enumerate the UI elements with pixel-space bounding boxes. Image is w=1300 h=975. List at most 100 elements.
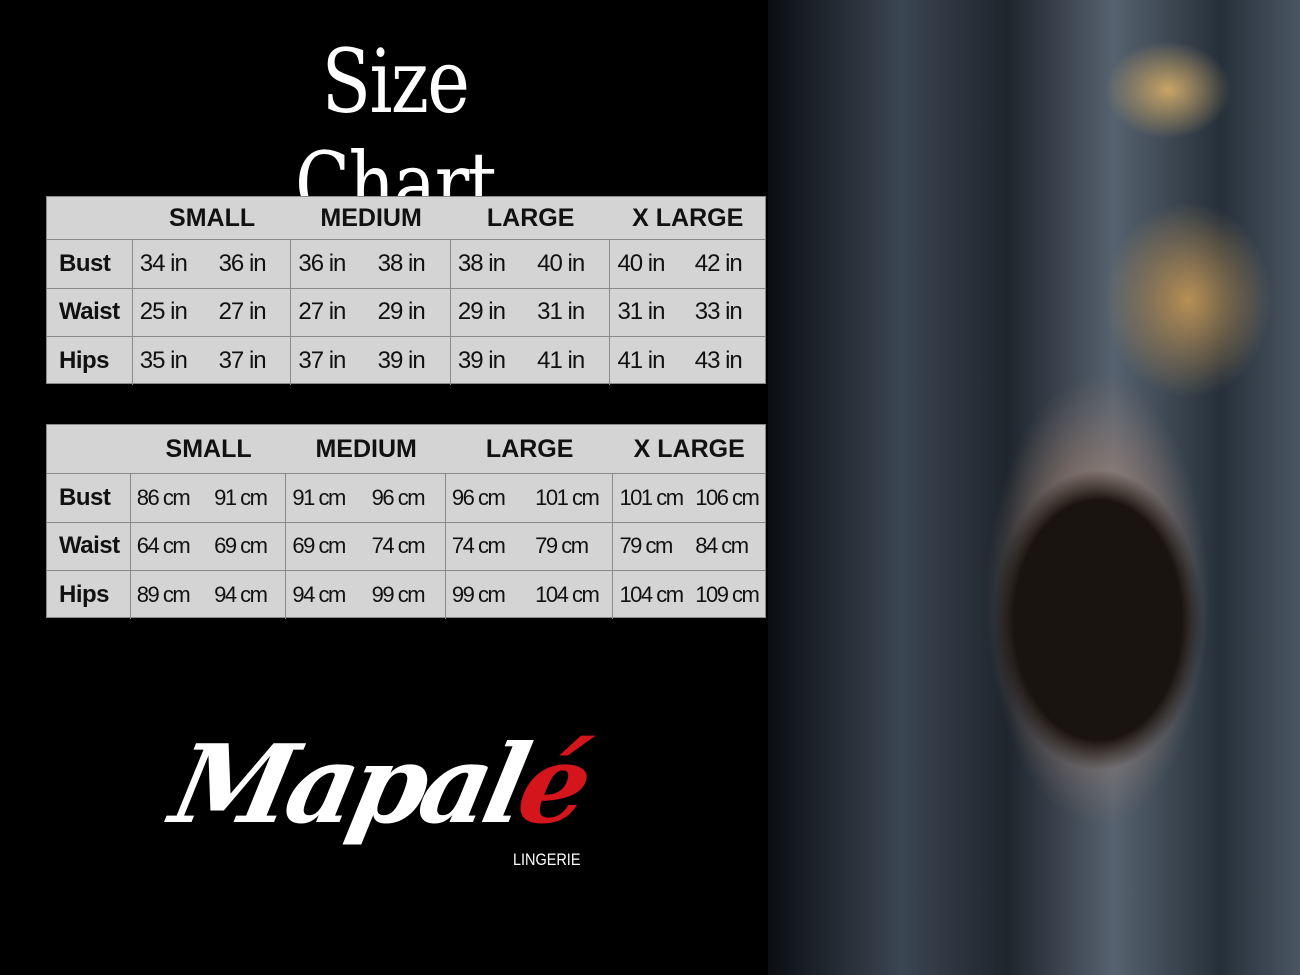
size-cell: 36 in 38 in — [291, 240, 451, 288]
size-cell: 29 in 31 in — [451, 288, 611, 337]
measurement-value: 96 cm — [451, 484, 506, 510]
measurement-value: 39 in — [457, 346, 506, 374]
measurement-value: 94 cm — [292, 581, 346, 607]
measurement-value: 96 cm — [371, 484, 426, 510]
size-cell: 27 in 29 in — [291, 288, 451, 337]
measurement-value: 29 in — [377, 298, 426, 326]
size-header: MEDIUM — [315, 434, 417, 463]
size-header: LARGE — [485, 434, 574, 463]
measurement-value: 27 in — [298, 298, 346, 326]
measurement-value: 38 in — [377, 249, 426, 277]
measurement-value: 31 in — [537, 298, 585, 326]
measurement-value: 39 in — [377, 346, 426, 374]
table-row: Hips 35 in 37 in 37 in 39 in 39 in 41 in 41 in 4… — [47, 336, 765, 385]
measurement-value: 101 cm — [619, 484, 684, 510]
row-label: Hips — [47, 337, 133, 385]
size-cell: 34 in 36 in — [133, 240, 292, 288]
measurement-value: 43 in — [694, 346, 743, 374]
measurement-value: 79 cm — [535, 533, 589, 559]
measurement-value: 104 cm — [619, 581, 684, 607]
measurement-value: 99 cm — [451, 581, 506, 607]
measurement-value: 25 in — [139, 298, 188, 326]
measurement-value: 91 cm — [292, 484, 346, 510]
row-label: Bust — [47, 240, 133, 288]
measurement-value: 84 cm — [695, 533, 749, 559]
size-cell: 69 cm 74 cm — [286, 522, 446, 571]
measurement-value: 37 in — [218, 346, 267, 374]
size-cell: 86 cm 91 cm — [131, 474, 287, 522]
measurement-value: 64 cm — [136, 533, 191, 559]
measurement-value: 42 in — [694, 249, 743, 277]
measurement-value: 94 cm — [214, 581, 268, 607]
measurement-value: 40 in — [617, 249, 665, 277]
model-photo — [768, 0, 1300, 975]
size-cell: 74 cm 79 cm — [446, 522, 614, 571]
measurement-value: 41 in — [537, 346, 585, 374]
measurement-value: 106 cm — [695, 484, 760, 510]
measurement-value: 33 in — [694, 298, 743, 326]
size-cell: 39 in 41 in — [451, 337, 611, 385]
measurement-value: 31 in — [617, 298, 665, 326]
size-header: SMALL — [169, 203, 256, 232]
measurement-value: 104 cm — [535, 581, 600, 607]
size-cell: 96 cm 101 cm — [446, 474, 614, 522]
measurement-value: 69 cm — [214, 533, 268, 559]
measurement-value: 101 cm — [535, 484, 600, 510]
size-header: SMALL — [165, 434, 252, 463]
size-cell: 38 in 40 in — [451, 240, 611, 288]
table-row: Waist 25 in 27 in 27 in 29 in 29 in 31 in 31 in… — [47, 287, 765, 337]
measurement-value: 36 in — [218, 249, 267, 277]
logo-subtitle: LINGERIE — [513, 850, 581, 869]
size-cell: 37 in 39 in — [291, 337, 451, 385]
measurement-value: 37 in — [298, 346, 346, 374]
brand-logo: Mapalé LINGERIE — [162, 722, 615, 882]
size-table-inches: SMALL MEDIUM LARGE X LARGE Bust 34 in 36 i… — [46, 196, 766, 385]
measurement-value: 91 cm — [214, 484, 268, 510]
row-label: Waist — [47, 288, 133, 337]
table-header-row: SMALL MEDIUM LARGE X LARGE — [47, 425, 765, 473]
measurement-value: 36 in — [298, 249, 346, 277]
size-cell: 31 in 33 in — [610, 289, 765, 337]
size-cell: 101 cm 106 cm — [613, 474, 765, 522]
size-cell: 94 cm 99 cm — [286, 571, 446, 619]
row-label: Hips — [47, 571, 131, 619]
size-cell: 79 cm 84 cm — [613, 523, 765, 571]
measurement-value: 35 in — [139, 346, 188, 374]
size-table-cm: SMALL MEDIUM LARGE X LARGE Bust 86 cm 91 c… — [46, 424, 766, 619]
row-label: Waist — [47, 522, 131, 571]
size-cell: 35 in 37 in — [133, 337, 292, 385]
measurement-value: 74 cm — [451, 533, 506, 559]
measurement-value: 109 cm — [695, 581, 760, 607]
size-header: MEDIUM — [320, 203, 422, 232]
measurement-value: 79 cm — [619, 533, 673, 559]
row-label: Bust — [47, 474, 131, 522]
header-blank — [47, 425, 131, 473]
table-row: Bust 34 in 36 in 36 in 38 in 38 in 40 in 40 in 4… — [47, 239, 765, 288]
size-cell: 64 cm 69 cm — [131, 522, 287, 571]
size-header: X LARGE — [633, 434, 745, 463]
measurement-value: 27 in — [218, 298, 267, 326]
measurement-value: 69 cm — [292, 533, 346, 559]
table-header-row: SMALL MEDIUM LARGE X LARGE — [47, 197, 765, 239]
measurement-value: 34 in — [139, 249, 188, 277]
size-cell: 41 in 43 in — [610, 337, 765, 385]
measurement-value: 41 in — [617, 346, 665, 374]
table-row: Bust 86 cm 91 cm 91 cm 96 cm 96 cm 101 cm 101 c… — [47, 473, 765, 522]
table-row: Hips 89 cm 94 cm 94 cm 99 cm 99 cm 104 cm 104 c… — [47, 570, 765, 619]
size-cell: 104 cm 109 cm — [613, 571, 765, 619]
measurement-value: 38 in — [457, 249, 506, 277]
size-header: LARGE — [486, 203, 575, 232]
header-blank — [47, 197, 133, 239]
size-cell: 40 in 42 in — [610, 240, 765, 288]
size-header: X LARGE — [632, 203, 744, 232]
logo-wordmark: Mapalé — [161, 722, 598, 848]
size-cell: 99 cm 104 cm — [446, 571, 614, 619]
measurement-value: 40 in — [537, 249, 585, 277]
measurement-value: 89 cm — [136, 581, 191, 607]
size-cell: 91 cm 96 cm — [286, 474, 446, 522]
size-cell: 89 cm 94 cm — [131, 571, 287, 619]
measurement-value: 99 cm — [371, 581, 426, 607]
size-cell: 25 in 27 in — [133, 288, 292, 337]
measurement-value: 86 cm — [136, 484, 191, 510]
measurement-value: 74 cm — [371, 533, 426, 559]
